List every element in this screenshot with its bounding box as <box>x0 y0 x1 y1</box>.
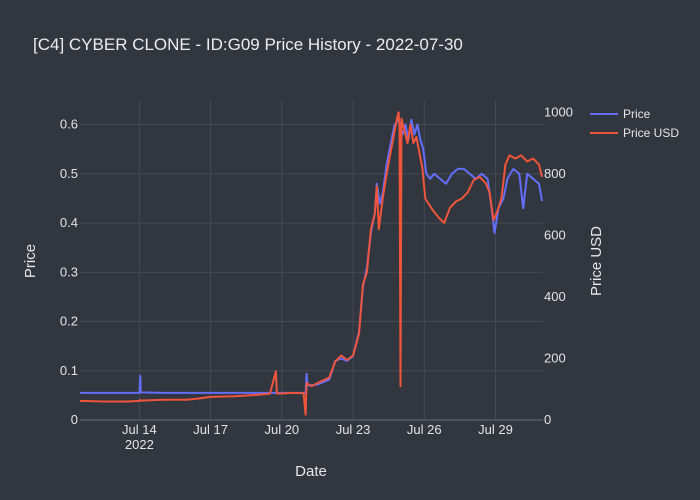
y-tick-label: 0.4 <box>60 215 78 230</box>
x-tick-label: Jul 17 <box>193 422 228 437</box>
legend-item-price[interactable]: Price <box>590 107 651 121</box>
y2-axis-label: Price USD <box>588 226 605 296</box>
x-tick-label: Jul 26 <box>407 422 442 437</box>
series-lines <box>79 111 543 416</box>
x-axis-label: Date <box>295 463 327 480</box>
price-usd-line <box>79 111 543 416</box>
y-axis-ticks: 0 0.1 0.2 0.3 0.4 0.5 0.6 <box>60 117 78 427</box>
y2-tick-label: 800 <box>544 166 566 181</box>
y2-tick-label: 0 <box>544 412 551 427</box>
y2-tick-label: 200 <box>544 350 566 365</box>
y-axis-label: Price <box>22 244 39 278</box>
x-tick-sublabel: 2022 <box>125 437 154 452</box>
y2-tick-label: 400 <box>544 289 566 304</box>
y-tick-label: 0.6 <box>60 117 78 132</box>
x-tick-label: Jul 20 <box>264 422 299 437</box>
y-tick-label: 0.3 <box>60 264 78 279</box>
y-tick-label: 0.2 <box>60 314 78 329</box>
y-tick-label: 0.1 <box>60 363 78 378</box>
y2-tick-label: 1000 <box>544 104 573 119</box>
legend-item-price-usd[interactable]: Price USD <box>590 126 679 140</box>
legend-label: Price USD <box>623 126 679 140</box>
legend-label: Price <box>623 107 651 121</box>
y2-axis-ticks: 0 200 400 600 800 1000 <box>544 104 573 427</box>
y-tick-label: 0.5 <box>60 166 78 181</box>
x-tick-label: Jul 23 <box>336 422 371 437</box>
chart-title: [C4] CYBER CLONE - ID:G09 Price History … <box>33 35 463 54</box>
x-tick-label: Jul 14 <box>122 422 157 437</box>
x-tick-label: Jul 29 <box>478 422 513 437</box>
chart-legend[interactable]: Price Price USD <box>590 107 679 140</box>
y2-tick-label: 600 <box>544 227 566 242</box>
price-line <box>80 118 543 394</box>
grid-lines <box>80 100 543 421</box>
y-tick-label: 0 <box>71 412 78 427</box>
